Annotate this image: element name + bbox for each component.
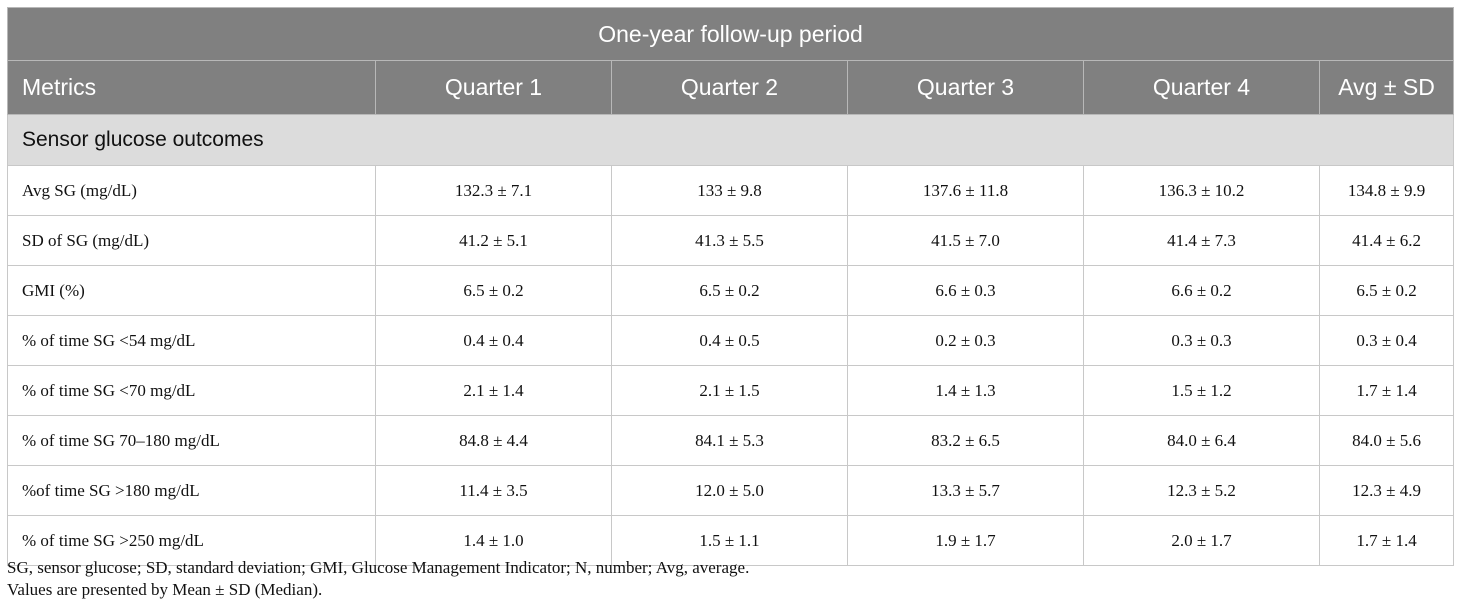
cell-value: 41.5 ± 7.0 [847, 215, 1084, 266]
data-table: One-year follow-up period Metrics Quarte… [6, 7, 1455, 566]
section-label: Sensor glucose outcomes [6, 114, 1455, 166]
cell-value: 0.2 ± 0.3 [847, 315, 1084, 366]
cell-value: 0.3 ± 0.3 [1083, 315, 1320, 366]
table-row: % of time SG <54 mg/dL 0.4 ± 0.4 0.4 ± 0… [7, 315, 1455, 366]
cell-value: 6.5 ± 0.2 [611, 265, 848, 316]
metric-label: GMI (%) [7, 265, 376, 316]
cell-value: 1.5 ± 1.2 [1083, 365, 1320, 416]
metric-label: %of time SG >180 mg/dL [7, 465, 376, 516]
metric-label: Avg SG (mg/dL) [7, 165, 376, 216]
column-header-quarter-1: Quarter 1 [375, 60, 612, 115]
cell-value: 6.6 ± 0.2 [1083, 265, 1320, 316]
cell-value: 12.3 ± 5.2 [1083, 465, 1320, 516]
cell-value: 133 ± 9.8 [611, 165, 848, 216]
cell-value: 1.7 ± 1.4 [1318, 365, 1455, 416]
cell-value: 0.4 ± 0.5 [611, 315, 848, 366]
metric-label: SD of SG (mg/dL) [7, 215, 376, 266]
table-footnotes: SG, sensor glucose; SD, standard deviati… [7, 557, 749, 601]
table-row: GMI (%) 6.5 ± 0.2 6.5 ± 0.2 6.6 ± 0.3 6.… [7, 265, 1455, 316]
cell-value: 84.8 ± 4.4 [375, 415, 612, 466]
column-header-row: Metrics Quarter 1 Quarter 2 Quarter 3 Qu… [7, 60, 1455, 115]
cell-value: 2.1 ± 1.5 [611, 365, 848, 416]
cell-value: 13.3 ± 5.7 [847, 465, 1084, 516]
cell-value: 2.1 ± 1.4 [375, 365, 612, 416]
cell-value: 1.4 ± 1.0 [375, 515, 612, 566]
cell-value: 12.3 ± 4.9 [1318, 465, 1455, 516]
column-header-quarter-2: Quarter 2 [611, 60, 848, 115]
cell-value: 0.3 ± 0.4 [1318, 315, 1455, 366]
cell-value: 41.4 ± 7.3 [1083, 215, 1320, 266]
column-header-avg-sd: Avg ± SD [1318, 60, 1455, 115]
table-row: % of time SG <70 mg/dL 2.1 ± 1.4 2.1 ± 1… [7, 365, 1455, 416]
table-row: % of time SG >250 mg/dL 1.4 ± 1.0 1.5 ± … [7, 515, 1455, 566]
footnote-values: Values are presented by Mean ± SD (Media… [7, 580, 323, 599]
metric-label: % of time SG <54 mg/dL [7, 315, 376, 366]
cell-value: 132.3 ± 7.1 [375, 165, 612, 216]
section-row: Sensor glucose outcomes [6, 114, 1455, 166]
table-row: % of time SG 70–180 mg/dL 84.8 ± 4.4 84.… [7, 415, 1455, 466]
cell-value: 0.4 ± 0.4 [375, 315, 612, 366]
metric-label: % of time SG <70 mg/dL [7, 365, 376, 416]
cell-value: 1.4 ± 1.3 [847, 365, 1084, 416]
cell-value: 11.4 ± 3.5 [375, 465, 612, 516]
column-header-quarter-3: Quarter 3 [847, 60, 1084, 115]
table-row: Avg SG (mg/dL) 132.3 ± 7.1 133 ± 9.8 137… [7, 165, 1455, 216]
cell-value: 137.6 ± 11.8 [847, 165, 1084, 216]
cell-value: 41.4 ± 6.2 [1318, 215, 1455, 266]
cell-value: 6.6 ± 0.3 [847, 265, 1084, 316]
cell-value: 2.0 ± 1.7 [1083, 515, 1320, 566]
cell-value: 41.3 ± 5.5 [611, 215, 848, 266]
cell-value: 6.5 ± 0.2 [1318, 265, 1455, 316]
table-container: One-year follow-up period Metrics Quarte… [6, 7, 1455, 566]
table-row: %of time SG >180 mg/dL 11.4 ± 3.5 12.0 ±… [7, 465, 1455, 516]
column-header-quarter-4: Quarter 4 [1083, 60, 1320, 115]
cell-value: 1.7 ± 1.4 [1318, 515, 1455, 566]
cell-value: 84.0 ± 5.6 [1318, 415, 1455, 466]
cell-value: 84.1 ± 5.3 [611, 415, 848, 466]
cell-value: 1.9 ± 1.7 [847, 515, 1084, 566]
cell-value: 134.8 ± 9.9 [1318, 165, 1455, 216]
column-header-metrics: Metrics [7, 60, 376, 115]
table-row: SD of SG (mg/dL) 41.2 ± 5.1 41.3 ± 5.5 4… [7, 215, 1455, 266]
cell-value: 12.0 ± 5.0 [611, 465, 848, 516]
cell-value: 84.0 ± 6.4 [1083, 415, 1320, 466]
metric-label: % of time SG 70–180 mg/dL [7, 415, 376, 466]
cell-value: 136.3 ± 10.2 [1083, 165, 1320, 216]
table-title: One-year follow-up period [6, 7, 1455, 61]
cell-value: 83.2 ± 6.5 [847, 415, 1084, 466]
metric-label: % of time SG >250 mg/dL [7, 515, 376, 566]
cell-value: 41.2 ± 5.1 [375, 215, 612, 266]
footnote-abbreviations: SG, sensor glucose; SD, standard deviati… [7, 558, 750, 577]
cell-value: 6.5 ± 0.2 [375, 265, 612, 316]
table-title-row: One-year follow-up period [6, 7, 1455, 61]
